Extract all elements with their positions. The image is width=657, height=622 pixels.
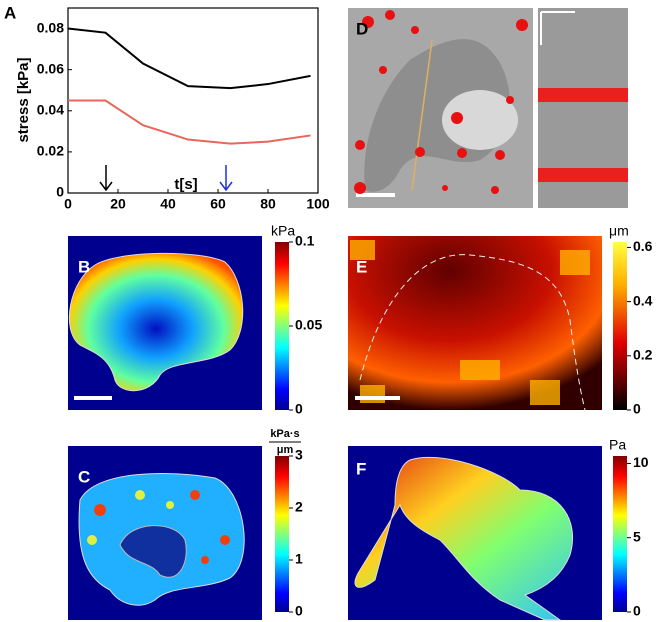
colorbar-tick-label: 0.4: [633, 292, 653, 308]
panel-label: D: [356, 19, 368, 38]
colorbar: [275, 456, 289, 612]
data-line: [67, 27, 311, 90]
x-tick-label: 80: [260, 196, 276, 212]
panel-label: E: [356, 257, 367, 276]
colorbar-tick-label: 0.6: [633, 238, 653, 254]
x-tick-label: 60: [210, 196, 226, 212]
panel-label: A: [4, 3, 16, 22]
y-axis-label: stress [kPa]: [15, 57, 32, 142]
colorbar: [275, 242, 289, 410]
heatmap-f: [348, 446, 602, 621]
heatmap-c: [68, 446, 262, 620]
colorbar-unit: μm: [609, 223, 629, 239]
microscopy-image: [348, 8, 628, 208]
colorbar-tick-label: 0: [633, 603, 641, 619]
colorbar-unit: kPa·s: [270, 428, 299, 440]
x-tick-label: 100: [306, 196, 330, 212]
colorbar: [613, 242, 627, 410]
y-tick-label: 0.02: [37, 143, 64, 159]
x-tick-label: 20: [110, 196, 126, 212]
heatmap-b: [68, 236, 262, 410]
x-tick-label: 0: [64, 196, 72, 212]
colorbar-tick-label: 0: [295, 401, 303, 417]
colorbar-unit: μm: [277, 444, 294, 456]
panel-label: C: [78, 467, 90, 486]
y-tick-label: 0.04: [37, 101, 64, 117]
colorbar-tick-label: 10: [633, 454, 649, 470]
colorbar-tick-label: 1: [295, 551, 303, 567]
x-axis-label: t[s]: [174, 176, 197, 193]
colorbar-tick-label: 5: [633, 528, 641, 544]
colorbar-tick-label: 0: [633, 401, 641, 417]
colorbar-tick-label: 0.1: [295, 233, 315, 249]
colorbar-unit: kPa: [271, 223, 295, 239]
data-line: [68, 99, 311, 145]
y-tick-label: 0: [56, 184, 64, 200]
colorbar-tick-label: 2: [295, 499, 303, 515]
colorbar-unit: Pa: [609, 437, 626, 453]
colorbar-tick-label: 0.05: [295, 317, 322, 333]
colorbar-tick-label: 0.2: [633, 347, 653, 363]
colorbar-tick-label: 0: [295, 603, 303, 619]
y-tick-label: 0.06: [37, 60, 64, 76]
y-tick-label: 0.08: [37, 19, 64, 35]
colorbar-tick-label: 3: [295, 447, 303, 463]
heatmap-e: [348, 236, 602, 411]
panel-label: B: [78, 257, 90, 276]
panel-label: F: [356, 459, 366, 478]
x-tick-label: 40: [160, 196, 176, 212]
time-arrows: [99, 165, 233, 192]
colorbar: [613, 456, 627, 612]
